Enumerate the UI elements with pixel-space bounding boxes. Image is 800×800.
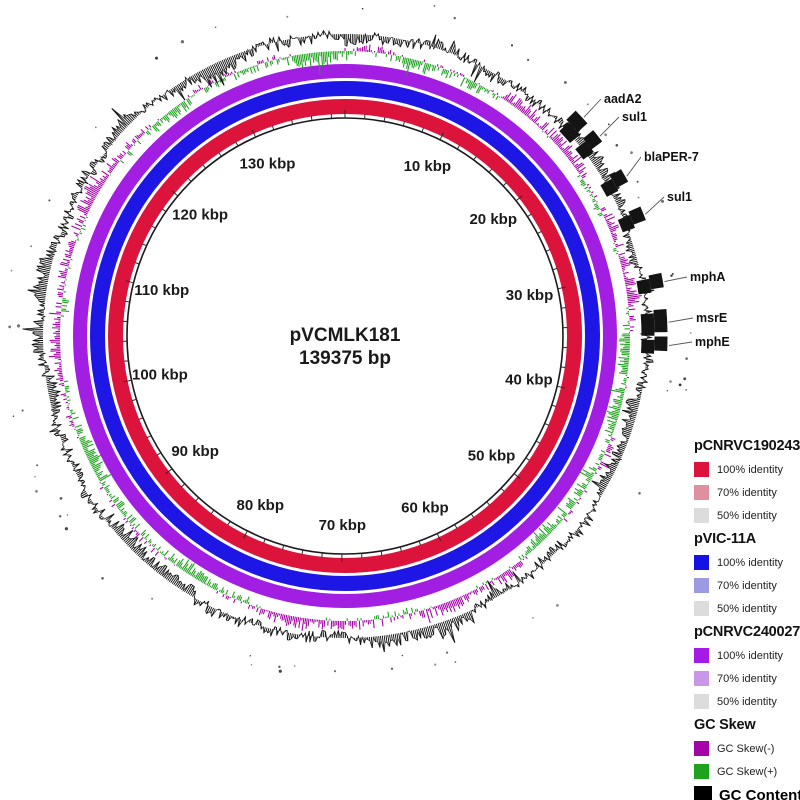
- gene-label-msrE: msrE: [696, 311, 727, 325]
- legend-item: 100% identity: [694, 458, 800, 481]
- gc-skew-positive: [60, 50, 631, 621]
- legend-item: 70% identity: [694, 667, 800, 690]
- gene-block-msrE: [653, 308, 668, 333]
- kbp-label-20: 20 kbp: [469, 211, 517, 228]
- gene-leader-line: [599, 116, 620, 137]
- scatter-dots: [8, 5, 692, 673]
- kbp-label-90: 90 kbp: [171, 443, 219, 460]
- gene-label-sul1: sul1: [622, 110, 647, 124]
- legend-swatch: [694, 741, 709, 756]
- legend-swatch: [694, 786, 712, 800]
- kbp-label-120: 120 kbp: [172, 207, 228, 224]
- legend-section-title: pCNRVC190243: [694, 438, 800, 454]
- kbp-label-10: 10 kbp: [404, 158, 452, 175]
- legend-section-title: pCNRVC240027: [694, 624, 800, 640]
- kbp-label-70: 70 kbp: [319, 517, 367, 534]
- kbp-label-30: 30 kbp: [506, 287, 554, 304]
- ring-pCNRVC240027: [73, 64, 617, 608]
- kbp-label-50: 50 kbp: [468, 447, 516, 464]
- gene-block-blaPER-7: [609, 169, 629, 188]
- gene-leader-line: [668, 317, 694, 323]
- legend-item-label: 50% identity: [717, 509, 777, 522]
- legend-item: 70% identity: [694, 574, 800, 597]
- gc-skew-negative: [48, 44, 642, 631]
- gene-block-sul1: [583, 130, 603, 150]
- gene-label-aadA2: aadA2: [604, 92, 642, 106]
- legend-swatch: [694, 671, 709, 686]
- legend-swatch: [694, 648, 709, 663]
- kbp-tick-labels: 10 kbp 20 kbp 30 kbp 40 kbp 50 kbp 60 kbp 70 k…: [132, 156, 553, 534]
- kbp-label-80: 80 kbp: [236, 497, 284, 514]
- ring-pCNRVC190243: [108, 99, 582, 573]
- gene-block-sul1: [628, 206, 646, 225]
- legend-item: GC Skew(+): [694, 760, 800, 783]
- gene-leader-line: [644, 196, 665, 215]
- ring-pVIC-11A: [90, 81, 600, 591]
- gene-leader-line: [583, 98, 602, 118]
- legend-item-label: GC Skew(-): [717, 742, 775, 755]
- legend-swatch: [694, 764, 709, 779]
- kbp-label-110: 110 kbp: [134, 282, 189, 299]
- legend-item: 100% identity: [694, 644, 800, 667]
- legend-item-label: 100% identity: [717, 463, 784, 476]
- legend-item-label: 100% identity: [717, 649, 784, 662]
- gc-skew-ring: [48, 44, 642, 631]
- kbp-label-60: 60 kbp: [401, 499, 449, 516]
- legend-item: 50% identity: [694, 504, 800, 527]
- plasmid-name: pVCMLK181: [290, 325, 401, 346]
- kbp-label-130: 130 kbp: [240, 156, 296, 173]
- gene-labels: aadA2 sul1 blaPER-7 sul1 mphA msrE mphE: [583, 92, 730, 349]
- legend-item: 50% identity: [694, 597, 800, 620]
- legend-item: 50% identity: [694, 690, 800, 713]
- legend-item-label: 50% identity: [717, 695, 777, 708]
- legend-swatch: [694, 601, 709, 616]
- gene-leader-line: [664, 276, 688, 283]
- gene-label-mphE: mphE: [695, 335, 730, 349]
- legend-swatch: [694, 508, 709, 523]
- legend: pCNRVC190243 100% identity 70% identity 50%…: [694, 434, 800, 800]
- legend-item-label: GC Skew(+): [717, 765, 778, 778]
- backbone-ring: [122, 110, 568, 563]
- gene-block-mphA: [648, 272, 664, 290]
- identity-rings: [73, 64, 617, 608]
- legend-swatch: [694, 485, 709, 500]
- gene-block-aadA2: [566, 110, 588, 133]
- legend-item: GC Skew(-): [694, 737, 800, 760]
- legend-item-label: 70% identity: [717, 579, 777, 592]
- legend-item-gc-content: GC Content: [694, 783, 800, 800]
- legend-item-label: 70% identity: [717, 486, 777, 499]
- legend-item-label: 100% identity: [717, 556, 784, 569]
- legend-section-title: pVIC-11A: [694, 531, 757, 547]
- legend-item-label: 70% identity: [717, 672, 777, 685]
- kbp-label-40: 40 kbp: [505, 372, 553, 389]
- legend-item-label: 50% identity: [717, 602, 777, 615]
- legend-swatch: [694, 462, 709, 477]
- gene-leader-line: [626, 156, 642, 177]
- gene-label-mphA: mphA: [690, 270, 725, 284]
- gene-leader-line: [668, 341, 693, 347]
- kbp-label-100: 100 kbp: [132, 366, 188, 383]
- legend-item: 100% identity: [694, 551, 800, 574]
- legend-swatch: [694, 555, 709, 570]
- legend-item-label: GC Content: [719, 786, 800, 800]
- gene-label-blaPER-7: blaPER-7: [644, 150, 699, 164]
- legend-section-title: GC Skew: [694, 717, 756, 733]
- legend-item: 70% identity: [694, 481, 800, 504]
- gene-label-sul1: sul1: [667, 190, 692, 204]
- plasmid-size: 139375 bp: [299, 348, 391, 369]
- legend-swatch: [694, 578, 709, 593]
- gene-blocks: [559, 110, 668, 354]
- legend-swatch: [694, 694, 709, 709]
